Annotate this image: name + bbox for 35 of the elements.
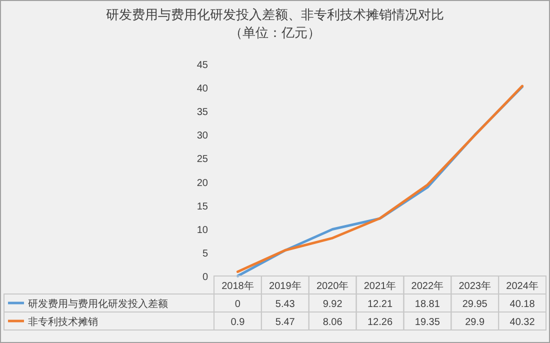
data-label: 18.81	[414, 299, 440, 310]
data-label: 12.26	[367, 317, 393, 328]
x-tick-label: 2019年	[269, 280, 302, 292]
x-tick-label: 2024年	[506, 280, 538, 292]
chart-title: 研发费用与费用化研发投入差额、非专利技术摊销情况对比	[106, 7, 444, 22]
legend-label: 非专利技术摊销	[28, 316, 98, 328]
data-label: 40.32	[510, 317, 536, 328]
data-label: 12.21	[367, 299, 393, 310]
data-label: 29.9	[465, 317, 486, 328]
data-label: 19.35	[414, 317, 440, 328]
x-tick-label: 2023年	[458, 280, 491, 292]
data-label: 9.92	[322, 299, 343, 310]
x-tick-label: 2021年	[364, 280, 396, 292]
y-tick-label: 20	[196, 178, 208, 189]
chart-subtitle: （单位：亿元）	[230, 25, 320, 40]
y-tick-label: 25	[196, 154, 208, 166]
x-tick-label: 2020年	[316, 280, 349, 292]
data-label: 8.06	[322, 317, 343, 328]
x-tick-label: 2018年	[222, 280, 254, 292]
data-label: 5.47	[275, 317, 296, 328]
data-label: 40.18	[510, 299, 536, 310]
legend-label: 研发费用与费用化研发投入差额	[28, 298, 168, 310]
y-tick-label: 35	[196, 107, 208, 118]
y-tick-label: 0	[202, 272, 208, 283]
y-tick-label: 5	[202, 248, 208, 260]
data-label: 5.43	[275, 299, 296, 310]
data-label: 29.95	[462, 299, 488, 310]
y-tick-label: 15	[196, 201, 208, 212]
data-label: 0	[234, 299, 241, 310]
x-tick-label: 2022年	[411, 280, 444, 292]
y-tick-label: 45	[196, 60, 208, 71]
y-tick-label: 40	[196, 84, 208, 95]
y-tick-label: 30	[196, 130, 208, 142]
y-tick-label: 10	[196, 224, 208, 236]
data-label: 0.9	[230, 317, 246, 328]
